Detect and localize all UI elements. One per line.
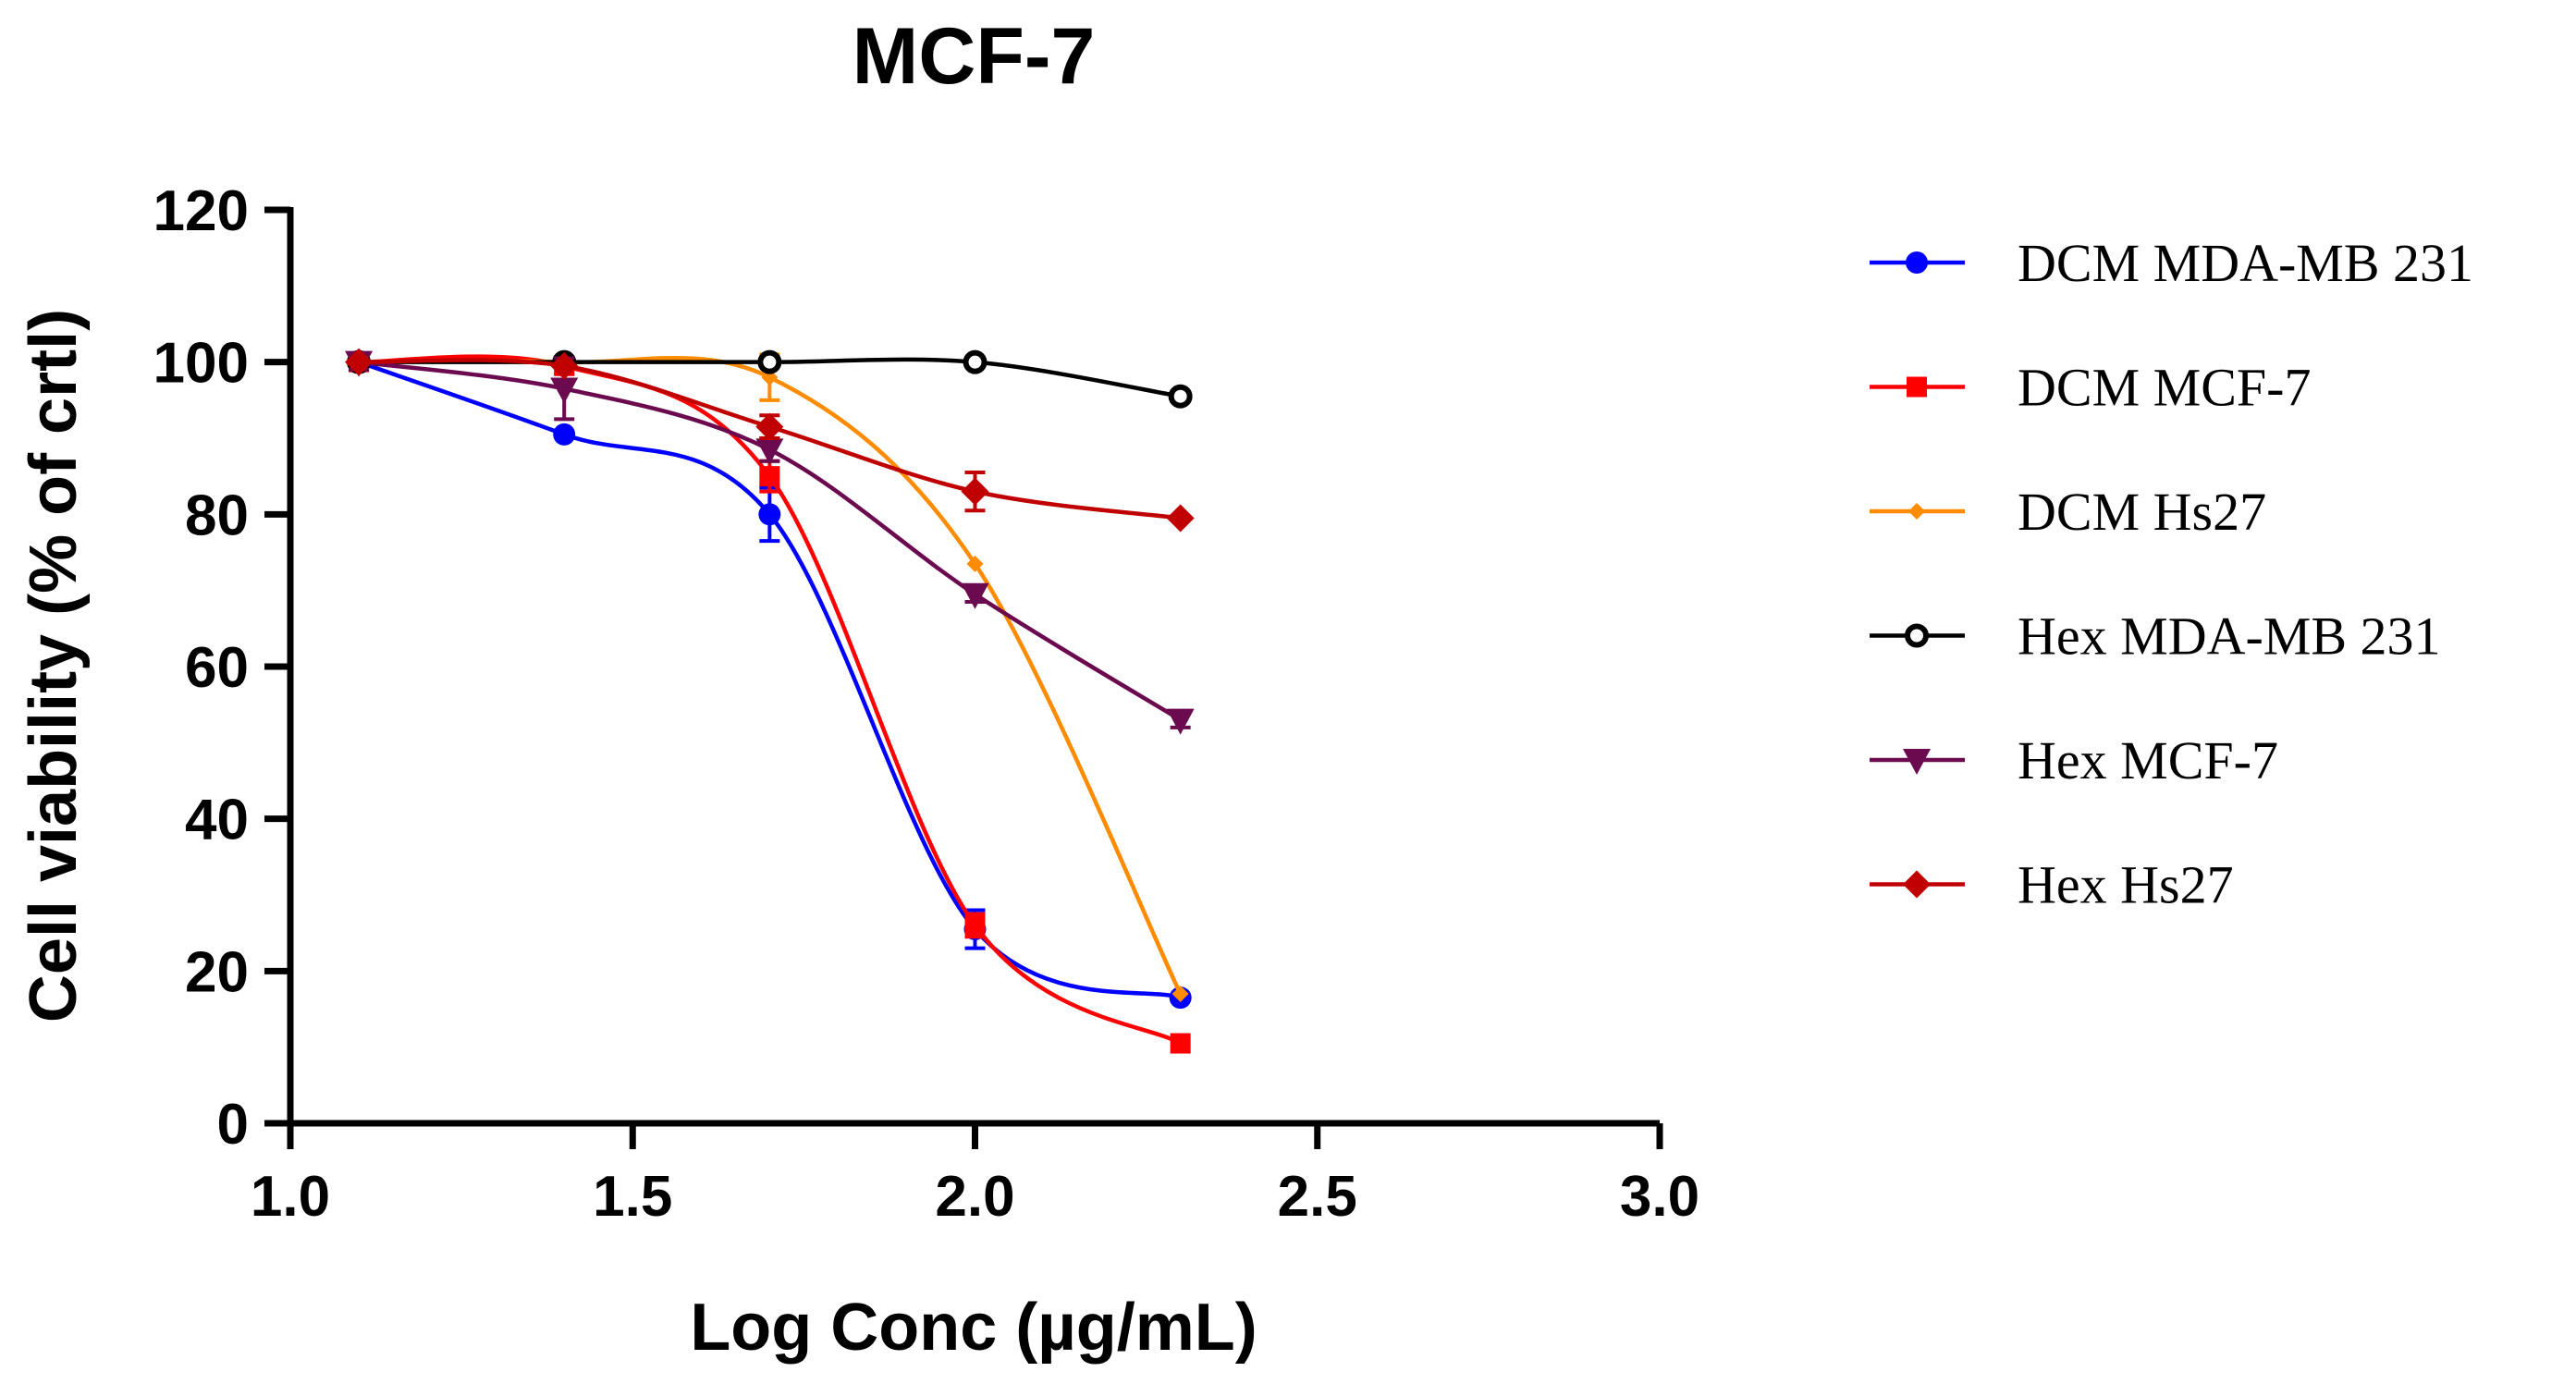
legend-label: DCM MCF-7 <box>2018 358 2311 418</box>
data-point <box>550 351 579 380</box>
legend-item: Hex MDA-MB 231 <box>1870 606 2441 667</box>
chart-title: MCF-7 <box>853 12 1096 101</box>
legend-marker <box>1906 251 1928 274</box>
legend-label: DCM Hs27 <box>2018 482 2266 542</box>
y-tick-label: 0 <box>217 1093 249 1157</box>
data-point <box>550 377 579 404</box>
x-tick-label: 1.5 <box>593 1165 672 1229</box>
series-line <box>359 354 1182 1046</box>
legend-label: Hex Hs27 <box>2018 855 2234 915</box>
data-point <box>1171 986 1189 1003</box>
legend-item: DCM MCF-7 <box>1870 358 2311 418</box>
legend-label: Hex MDA-MB 231 <box>2018 606 2441 667</box>
legend-item: Hex MCF-7 <box>1870 730 2278 790</box>
series-group <box>345 348 1195 1054</box>
y-tick-label: 20 <box>185 940 249 1004</box>
y-tick-label: 100 <box>153 332 249 396</box>
data-point <box>758 503 781 526</box>
x-tick-label: 1.0 <box>251 1165 330 1229</box>
legend: DCM MDA-MB 231 DCM MCF-7 DCM Hs27 Hex MDA-M… <box>1870 233 2473 915</box>
series-hex-hs27 <box>345 348 1195 533</box>
x-tick-label: 3.0 <box>1620 1165 1699 1229</box>
data-point <box>1170 1033 1191 1054</box>
legend-marker <box>1903 870 1931 899</box>
y-tick-label: 120 <box>153 179 249 243</box>
x-tick-label: 2.0 <box>935 1165 1014 1229</box>
legend-label: Hex MCF-7 <box>2018 730 2278 790</box>
legend-item: Hex Hs27 <box>1870 855 2234 915</box>
data-point <box>966 555 984 572</box>
y-tick-label: 80 <box>185 484 249 547</box>
legend-item: DCM MDA-MB 231 <box>1870 233 2473 293</box>
data-point <box>759 466 780 487</box>
data-point <box>553 423 576 446</box>
legend-item: DCM Hs27 <box>1870 482 2266 542</box>
legend-marker <box>1907 376 1927 398</box>
y-tick-label: 60 <box>185 636 249 700</box>
data-point <box>961 582 989 609</box>
legend-marker <box>1903 749 1931 775</box>
legend-marker <box>1905 623 1929 648</box>
data-point <box>755 412 784 441</box>
legend-marker <box>1908 503 1925 520</box>
data-point <box>755 438 784 465</box>
data-point <box>1166 504 1195 533</box>
data-point <box>963 349 987 374</box>
axes: 1.0 1.5 2.0 2.5 3.0 0 20 40 60 80 100 120 <box>153 179 1700 1229</box>
x-axis-label: Log Conc (µg/mL) <box>690 1291 1257 1365</box>
data-point <box>961 477 989 506</box>
data-point <box>1166 708 1195 735</box>
data-point <box>1168 384 1193 409</box>
y-axis-label: Cell viability (% of crtl) <box>17 309 91 1023</box>
legend-label: DCM MDA-MB 231 <box>2018 233 2473 293</box>
data-point <box>345 348 374 376</box>
data-point <box>964 914 986 936</box>
x-tick-label: 2.5 <box>1278 1165 1357 1229</box>
series-line <box>358 360 1182 1000</box>
y-tick-label: 40 <box>185 789 249 852</box>
data-point <box>757 349 782 374</box>
